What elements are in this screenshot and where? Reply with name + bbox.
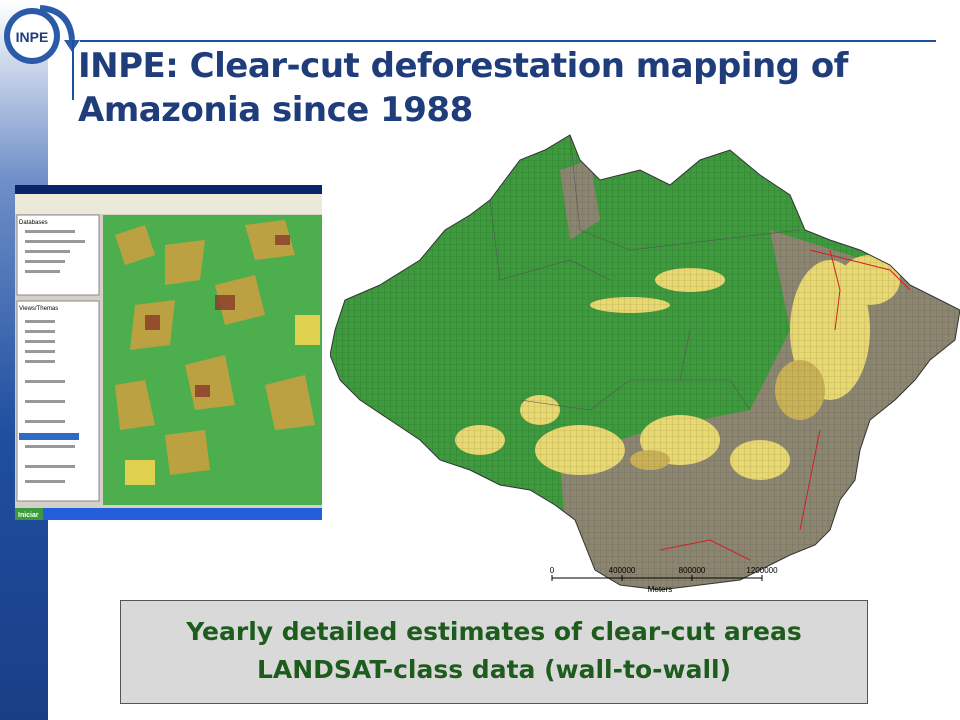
title: INPE: Clear-cut deforestation mapping of… <box>78 44 848 132</box>
title-line: INPE: Clear-cut deforestation mapping of <box>78 46 848 86</box>
scale-bar: 0 400000 800000 1200000 Meters <box>550 566 778 594</box>
rule <box>72 40 74 100</box>
caption-box: Yearly detailed estimates of clear-cut a… <box>120 600 868 704</box>
title-line: Amazonia since 1988 <box>78 90 473 130</box>
scale-label: 400000 <box>609 566 636 575</box>
caption-line: Yearly detailed estimates of clear-cut a… <box>186 617 802 646</box>
panel-title: Databases <box>19 220 48 226</box>
taskbar-start: Iniciar <box>18 512 39 519</box>
logo-text: INPE <box>16 29 49 45</box>
scale-label: 0 <box>550 566 555 575</box>
software-screenshot: Databases Views/Themas Iniciar <box>15 185 322 520</box>
scale-label: 800000 <box>679 566 706 575</box>
caption-line: LANDSAT-class data (wall-to-wall) <box>256 655 732 684</box>
logo: INPE <box>4 5 80 64</box>
scale-label: 1200000 <box>746 566 778 575</box>
rule <box>80 40 936 42</box>
scale-unit: Meters <box>648 585 672 594</box>
deforestation-map: 0 400000 800000 1200000 Meters <box>330 134 960 594</box>
panel-title: Views/Themas <box>19 306 58 312</box>
